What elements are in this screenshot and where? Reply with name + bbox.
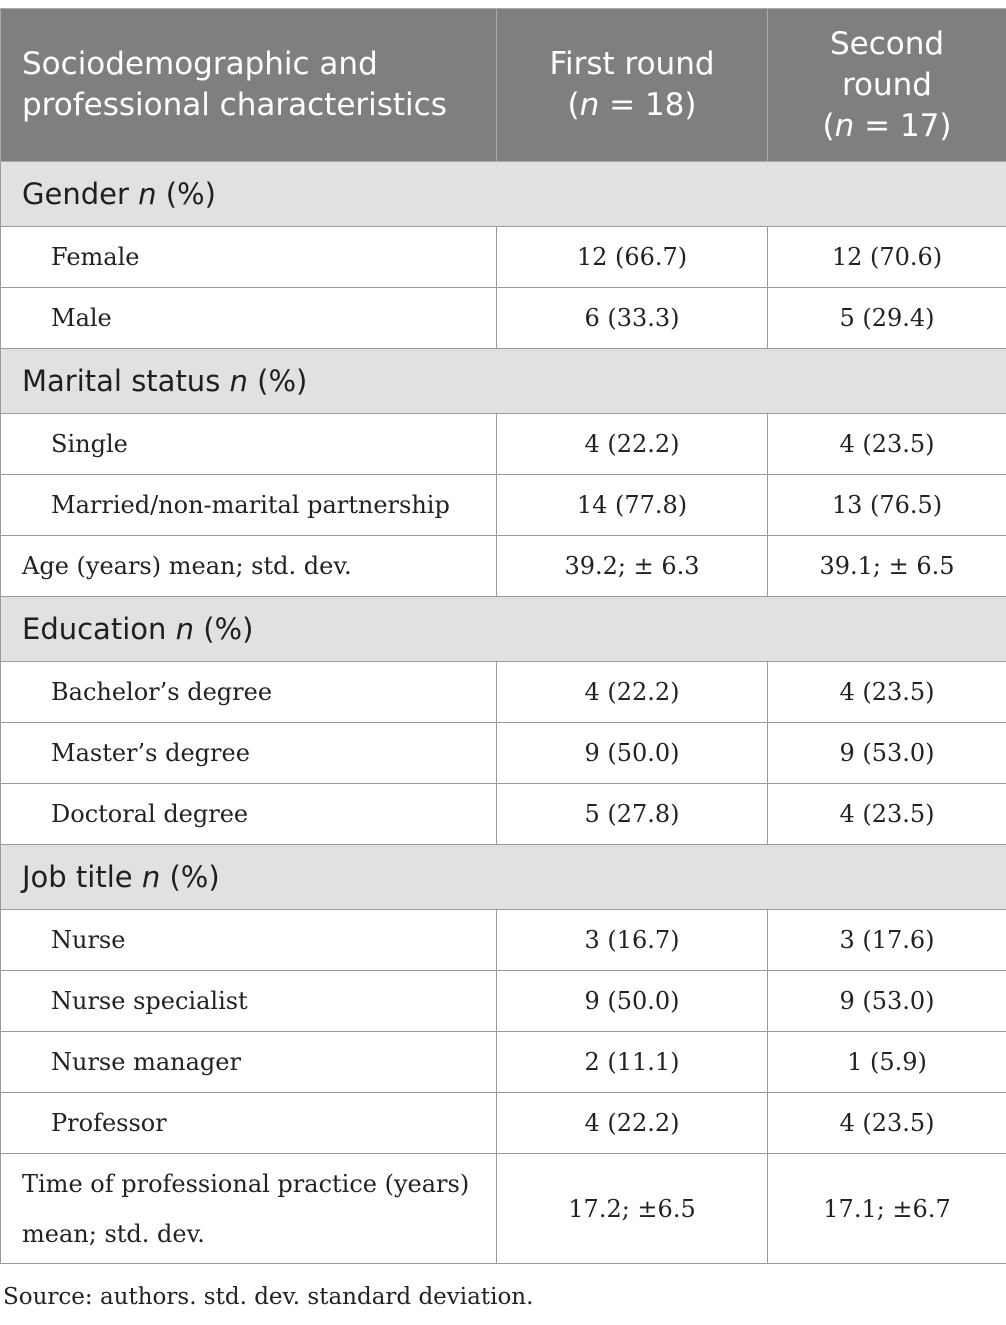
- table-row: Age (years) mean; std. dev. 39.2; ± 6.3 …: [0, 535, 1006, 597]
- row-first-round: 3 (16.7): [496, 909, 768, 971]
- header-characteristics: Sociodemographic and professional charac…: [0, 8, 497, 162]
- table-row: Married/non-marital partnership 14 (77.8…: [0, 474, 1006, 536]
- section-marital-label: Marital status n (%): [0, 348, 1006, 414]
- row-first-round: 9 (50.0): [496, 970, 768, 1032]
- header-second-round-n: n: [834, 107, 855, 144]
- section-gender-pct: (%): [156, 177, 216, 211]
- row-label: Nurse specialist: [0, 970, 497, 1032]
- header-first-round-title: First round: [549, 46, 715, 82]
- header-second-round-title-2: round: [841, 66, 932, 103]
- row-second-round: 9 (53.0): [767, 970, 1006, 1032]
- row-first-round: 17.2; ±6.5: [496, 1153, 768, 1264]
- row-label: Doctoral degree: [0, 783, 497, 845]
- header-first-round: First round (n = 18): [496, 8, 768, 162]
- header-second-round-title-1: Second: [829, 25, 945, 62]
- table-row: Time of professional practice (years) mea…: [0, 1153, 1006, 1264]
- row-second-round: 3 (17.6): [767, 909, 1006, 971]
- header-second-round-count: = 17): [854, 107, 952, 144]
- table-row: Nurse specialist 9 (50.0) 9 (53.0): [0, 970, 1006, 1032]
- row-label: Female: [0, 226, 497, 288]
- table-row: Doctoral degree 5 (27.8) 4 (23.5): [0, 783, 1006, 845]
- section-gender-label: Gender n (%): [0, 161, 1006, 227]
- row-first-round: 14 (77.8): [496, 474, 768, 536]
- row-second-round: 4 (23.5): [767, 783, 1006, 845]
- row-second-round: 17.1; ±6.7: [767, 1153, 1006, 1264]
- row-first-round: 5 (27.8): [496, 783, 768, 845]
- section-marital-n: n: [229, 364, 248, 398]
- row-first-round: 9 (50.0): [496, 722, 768, 784]
- header-first-round-count: = 18): [599, 87, 697, 123]
- section-education-pct: (%): [194, 612, 254, 646]
- section-marital-title: Marital status: [22, 364, 221, 398]
- section-job-n: n: [141, 860, 161, 894]
- table-footnote: Source: authors. std. dev. standard devi…: [3, 1284, 534, 1310]
- row-label: Nurse manager: [0, 1031, 497, 1093]
- section-education-title: Education: [22, 612, 167, 646]
- section-job-pct: (%): [160, 860, 220, 894]
- row-first-round: 39.2; ± 6.3: [496, 535, 768, 597]
- row-second-round: 13 (76.5): [767, 474, 1006, 536]
- section-gender-title: Gender: [22, 177, 129, 211]
- row-label: Age (years) mean; std. dev.: [0, 535, 497, 597]
- row-label-line-1: Time of professional practice (years): [22, 1169, 470, 1198]
- row-first-round: 4 (22.2): [496, 661, 768, 723]
- section-gender: Gender n (%): [0, 161, 1006, 227]
- section-education: Education n (%): [0, 596, 1006, 662]
- row-second-round: 1 (5.9): [767, 1031, 1006, 1093]
- header-second-round: Second round (n = 17): [767, 8, 1006, 162]
- table-row: Bachelor’s degree 4 (22.2) 4 (23.5): [0, 661, 1006, 723]
- table-row: Nurse manager 2 (11.1) 1 (5.9): [0, 1031, 1006, 1093]
- section-gender-n: n: [138, 177, 157, 211]
- table-row: Professor 4 (22.2) 4 (23.5): [0, 1092, 1006, 1154]
- row-label: Nurse: [0, 909, 497, 971]
- row-label: Married/non-marital partnership: [0, 474, 497, 536]
- section-job-label: Job title n (%): [0, 844, 1006, 910]
- row-second-round: 12 (70.6): [767, 226, 1006, 288]
- row-first-round: 12 (66.7): [496, 226, 768, 288]
- row-label: Master’s degree: [0, 722, 497, 784]
- row-first-round: 6 (33.3): [496, 287, 768, 349]
- row-label: Professor: [0, 1092, 497, 1154]
- section-job-title: Job title n (%): [0, 844, 1006, 910]
- section-job-title-text: Job title: [22, 860, 133, 894]
- row-second-round: 4 (23.5): [767, 1092, 1006, 1154]
- row-label: Bachelor’s degree: [0, 661, 497, 723]
- section-marital-status: Marital status n (%): [0, 348, 1006, 414]
- row-first-round: 4 (22.2): [496, 413, 768, 475]
- section-marital-pct: (%): [247, 364, 308, 398]
- row-label-line-2: mean; std. dev.: [22, 1219, 205, 1248]
- header-row: Sociodemographic and professional charac…: [0, 8, 1006, 162]
- header-first-round-n: n: [579, 87, 600, 123]
- table-row: Nurse 3 (16.7) 3 (17.6): [0, 909, 1006, 971]
- table-row: Master’s degree 9 (50.0) 9 (53.0): [0, 722, 1006, 784]
- table-row: Single 4 (22.2) 4 (23.5): [0, 413, 1006, 475]
- table-row: Female 12 (66.7) 12 (70.6): [0, 226, 1006, 288]
- row-label: Single: [0, 413, 497, 475]
- row-first-round: 2 (11.1): [496, 1031, 768, 1093]
- row-first-round: 4 (22.2): [496, 1092, 768, 1154]
- row-label: Male: [0, 287, 497, 349]
- section-education-n: n: [175, 612, 194, 646]
- row-second-round: 4 (23.5): [767, 661, 1006, 723]
- table-row: Male 6 (33.3) 5 (29.4): [0, 287, 1006, 349]
- characteristics-table: Sociodemographic and professional charac…: [0, 8, 1006, 1264]
- row-second-round: 9 (53.0): [767, 722, 1006, 784]
- row-second-round: 39.1; ± 6.5: [767, 535, 1006, 597]
- row-label: Time of professional practice (years) mea…: [0, 1153, 497, 1264]
- section-education-label: Education n (%): [0, 596, 1006, 662]
- row-second-round: 5 (29.4): [767, 287, 1006, 349]
- row-second-round: 4 (23.5): [767, 413, 1006, 475]
